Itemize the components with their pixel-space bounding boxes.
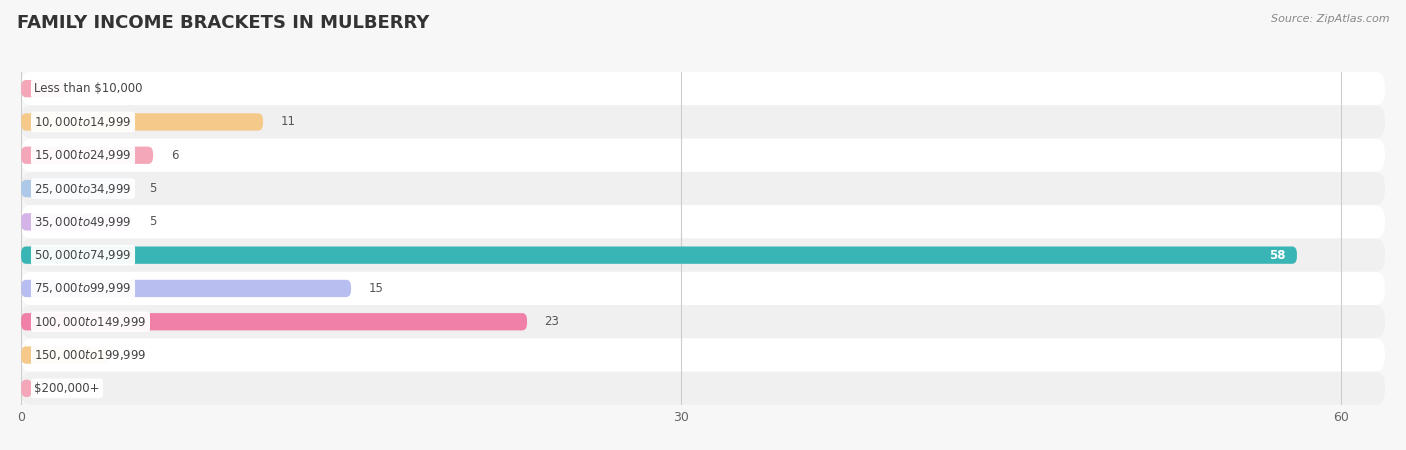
Text: $25,000 to $34,999: $25,000 to $34,999 bbox=[34, 181, 132, 196]
FancyBboxPatch shape bbox=[21, 338, 1385, 372]
FancyBboxPatch shape bbox=[21, 205, 1385, 239]
Text: FAMILY INCOME BRACKETS IN MULBERRY: FAMILY INCOME BRACKETS IN MULBERRY bbox=[17, 14, 429, 32]
FancyBboxPatch shape bbox=[21, 147, 153, 164]
FancyBboxPatch shape bbox=[21, 247, 1296, 264]
FancyBboxPatch shape bbox=[21, 272, 1385, 305]
Text: $100,000 to $149,999: $100,000 to $149,999 bbox=[34, 315, 146, 329]
Text: 5: 5 bbox=[149, 216, 156, 228]
Text: Less than $10,000: Less than $10,000 bbox=[34, 82, 143, 95]
FancyBboxPatch shape bbox=[21, 305, 1385, 338]
Text: 2: 2 bbox=[83, 82, 90, 95]
FancyBboxPatch shape bbox=[21, 313, 527, 330]
Text: 0: 0 bbox=[49, 382, 58, 395]
Text: 11: 11 bbox=[281, 116, 295, 128]
Text: Source: ZipAtlas.com: Source: ZipAtlas.com bbox=[1271, 14, 1389, 23]
Text: 15: 15 bbox=[368, 282, 384, 295]
Text: 4: 4 bbox=[127, 349, 134, 361]
Text: $200,000+: $200,000+ bbox=[34, 382, 100, 395]
FancyBboxPatch shape bbox=[21, 139, 1385, 172]
Text: $10,000 to $14,999: $10,000 to $14,999 bbox=[34, 115, 132, 129]
FancyBboxPatch shape bbox=[21, 172, 1385, 205]
FancyBboxPatch shape bbox=[21, 72, 1385, 105]
FancyBboxPatch shape bbox=[21, 113, 263, 130]
FancyBboxPatch shape bbox=[21, 380, 32, 397]
FancyBboxPatch shape bbox=[21, 238, 1385, 272]
FancyBboxPatch shape bbox=[21, 213, 131, 230]
Text: 58: 58 bbox=[1270, 249, 1286, 261]
FancyBboxPatch shape bbox=[21, 80, 65, 97]
Text: $50,000 to $74,999: $50,000 to $74,999 bbox=[34, 248, 132, 262]
Text: $15,000 to $24,999: $15,000 to $24,999 bbox=[34, 148, 132, 162]
Text: $150,000 to $199,999: $150,000 to $199,999 bbox=[34, 348, 146, 362]
Text: $35,000 to $49,999: $35,000 to $49,999 bbox=[34, 215, 132, 229]
FancyBboxPatch shape bbox=[21, 346, 110, 364]
Text: 6: 6 bbox=[170, 149, 179, 162]
FancyBboxPatch shape bbox=[21, 105, 1385, 139]
Text: $75,000 to $99,999: $75,000 to $99,999 bbox=[34, 281, 132, 296]
Text: 5: 5 bbox=[149, 182, 156, 195]
FancyBboxPatch shape bbox=[21, 372, 1385, 405]
Text: 23: 23 bbox=[544, 315, 560, 328]
FancyBboxPatch shape bbox=[21, 280, 351, 297]
FancyBboxPatch shape bbox=[21, 180, 131, 197]
